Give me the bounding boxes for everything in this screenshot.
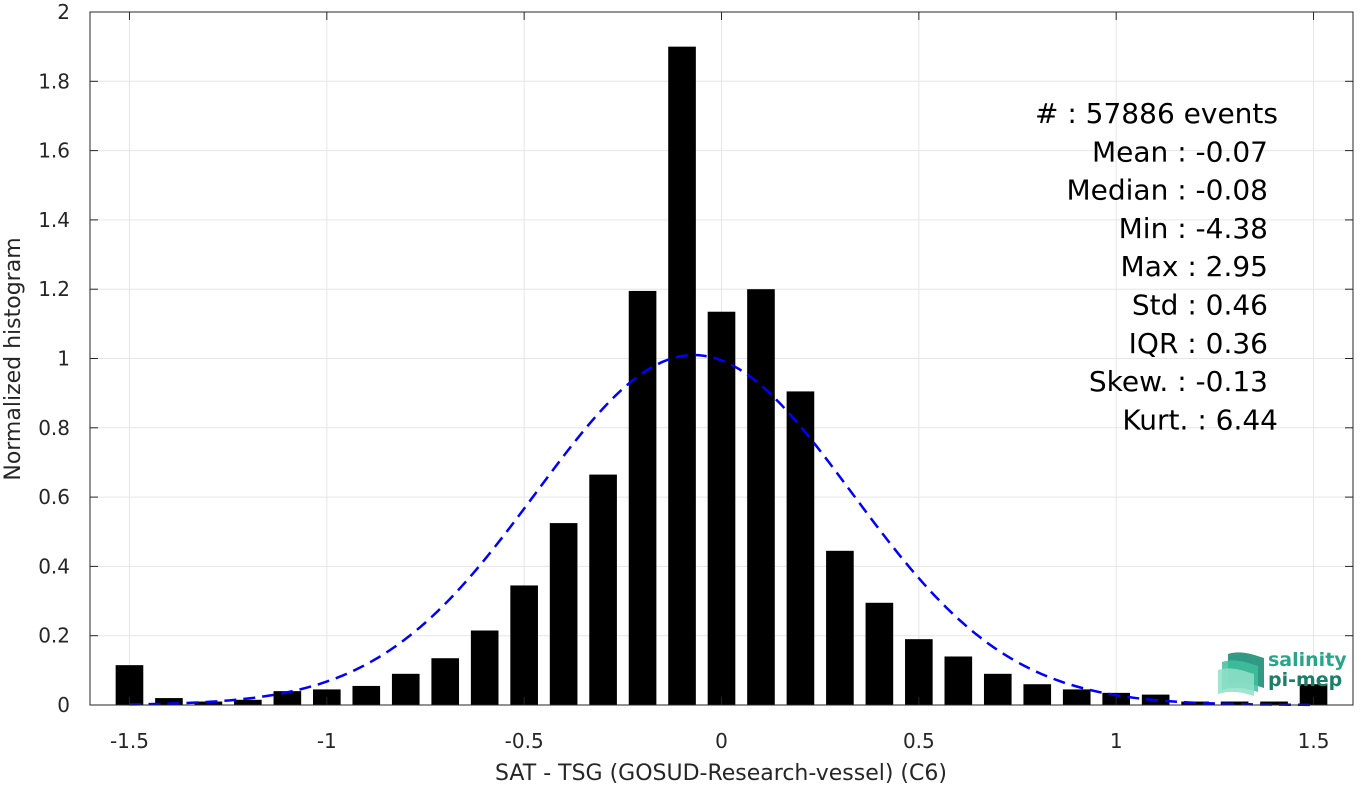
- histogram-bar: [470, 630, 499, 705]
- y-tick-label: 1.6: [38, 139, 70, 163]
- stat-line: Mean : -0.07: [1092, 135, 1268, 168]
- histogram-bar: [549, 523, 578, 705]
- y-tick-label: 2: [57, 0, 70, 24]
- histogram-bar: [589, 474, 617, 705]
- histogram-bar: [1220, 701, 1249, 705]
- x-tick-label: 1: [1110, 729, 1123, 753]
- stat-line: Max : 2.95: [1121, 250, 1268, 283]
- y-tick-label: 0.8: [38, 416, 70, 440]
- statistics-panel: # : 57886 events Mean : -0.07 Median : -0.…: [1035, 97, 1278, 436]
- histogram-bar: [747, 289, 775, 705]
- salinity-pi-mep-logo: salinity pi-mep: [1218, 649, 1347, 696]
- stat-line: # : 57886 events: [1035, 97, 1278, 130]
- x-axis-title: SAT - TSG (GOSUD-Research-vessel) (C6): [495, 761, 947, 785]
- stat-line: Skew. : -0.13: [1089, 365, 1268, 398]
- x-tick-label: -0.5: [505, 729, 544, 753]
- histogram-bar: [391, 673, 420, 705]
- histogram-bar: [786, 391, 815, 705]
- histogram-bar: [628, 290, 657, 705]
- histogram-bar: [983, 673, 1012, 705]
- histogram-bar: [155, 698, 183, 705]
- stat-line: Min : -4.38: [1119, 212, 1268, 245]
- stat-line: Kurt. : 6.44: [1122, 403, 1278, 436]
- histogram-bar: [668, 46, 696, 705]
- y-tick-label: 0: [57, 693, 70, 717]
- gaussian-fit-line: [129, 353, 1314, 707]
- histogram-bar: [352, 685, 381, 705]
- y-tick-label: 1.8: [38, 69, 70, 93]
- x-tick-label: 0: [715, 729, 728, 753]
- x-axis-ticks: -1.5 -1 -0.5 0 0.5 1 1.5: [110, 12, 1329, 753]
- histogram-bar: [510, 585, 538, 705]
- x-tick-label: 0.5: [903, 729, 935, 753]
- y-axis-ticks: 0 0.2 0.4 0.6 0.8 1 1.2 1.4 1.6 1.8 2: [38, 0, 1353, 717]
- histogram-bar: [1062, 689, 1091, 705]
- x-tick-label: -1: [317, 729, 337, 753]
- stat-line: Median : -0.08: [1066, 174, 1268, 207]
- histogram-bar: [1299, 684, 1328, 705]
- histogram-bar: [826, 550, 854, 705]
- histogram-bar: [273, 691, 302, 705]
- x-tick-label: 1.5: [1298, 729, 1330, 753]
- y-tick-label: 0.6: [38, 485, 70, 509]
- stat-line: Std : 0.46: [1132, 289, 1268, 322]
- logo-line2: pi-mep: [1268, 669, 1342, 691]
- histogram-bars: [115, 46, 1328, 705]
- histogram-bar: [194, 701, 223, 705]
- y-axis-title: Normalized histogram: [1, 237, 26, 480]
- histogram-bar: [1260, 701, 1288, 705]
- y-tick-label: 0.4: [38, 554, 70, 578]
- y-tick-label: 1: [57, 347, 70, 371]
- wave-logo-icon: [1218, 652, 1264, 696]
- histogram-bar: [234, 699, 262, 705]
- y-tick-label: 0.2: [38, 624, 70, 648]
- logo-line1: salinity: [1268, 649, 1347, 671]
- histogram-bar: [905, 639, 933, 705]
- histogram-bar: [1023, 684, 1052, 705]
- y-tick-label: 1.4: [38, 208, 70, 232]
- histogram-bar: [707, 311, 736, 705]
- x-tick-label: -1.5: [110, 729, 149, 753]
- histogram-bar: [944, 656, 973, 705]
- histogram-bar: [865, 602, 894, 705]
- stat-line: IQR : 0.36: [1129, 327, 1268, 360]
- histogram-bar: [431, 658, 460, 705]
- y-tick-label: 1.2: [38, 277, 70, 301]
